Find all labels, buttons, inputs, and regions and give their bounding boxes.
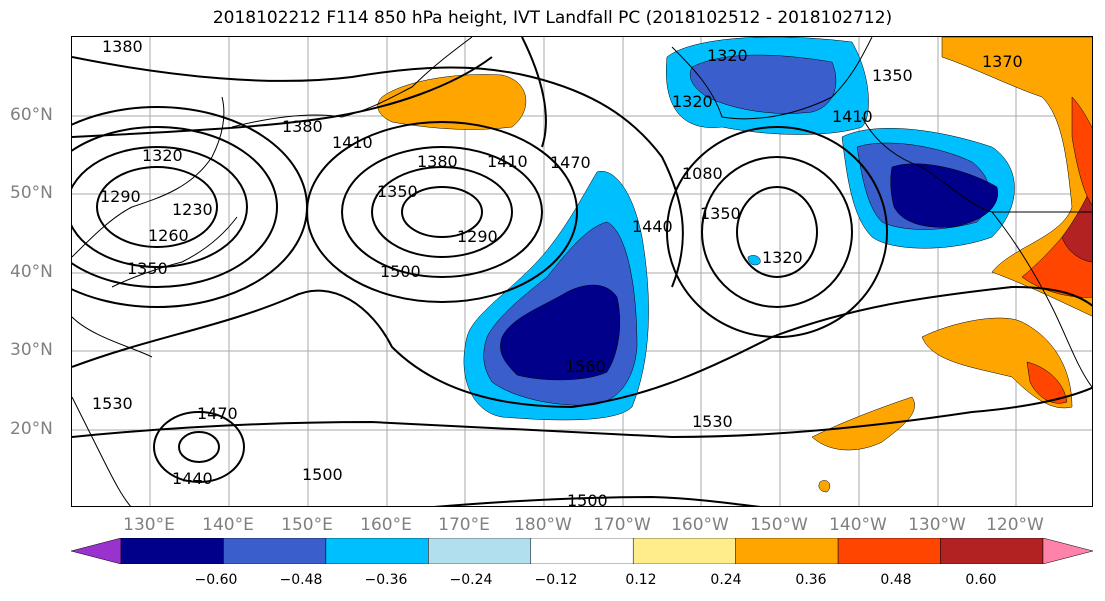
contour-label: 1410 [487, 152, 528, 171]
height-contours [72, 37, 1092, 506]
lat-label: 60°N [10, 105, 53, 125]
lon-label: 160°W [671, 515, 729, 535]
colorbar-segment [325, 538, 429, 564]
graticule [72, 37, 1092, 506]
lon-label: 150°W [750, 515, 808, 535]
contour-label: 1470 [550, 153, 591, 172]
contour-label: 1410 [832, 107, 873, 126]
contour-label: 1440 [172, 469, 213, 488]
lat-label: 30°N [10, 340, 53, 360]
lon-label: 130°W [908, 515, 966, 535]
colorbar-tick: −0.60 [194, 572, 238, 588]
coastlines [72, 37, 1092, 506]
colorbar-segments [71, 538, 1093, 564]
contour-label: 1350 [872, 66, 913, 85]
contour-label: 1230 [172, 200, 213, 219]
contour-label: 1320 [707, 46, 748, 65]
colorbar-tick: −0.24 [449, 572, 493, 588]
contour-label: 1350 [127, 259, 168, 278]
colorbar-tick: 0.24 [710, 572, 742, 588]
map-panel: 1380 1320 1290 1230 1260 1350 1380 1410 … [71, 36, 1093, 507]
colorbar-tick: −0.12 [534, 572, 578, 588]
lon-label: 140°E [202, 515, 254, 535]
contour-label: 1350 [377, 182, 418, 201]
colorbar-segment [120, 538, 224, 564]
contour-label: 1410 [332, 133, 373, 152]
map-canvas: 1380 1320 1290 1230 1260 1350 1380 1410 … [72, 37, 1092, 507]
contour-label: 1320 [762, 248, 803, 267]
colorbar-tick: 0.36 [795, 572, 827, 588]
colorbar-segment [530, 538, 634, 564]
contour-label: 1380 [417, 152, 458, 171]
contour-label: 1320 [672, 92, 713, 111]
contour-label: 1440 [632, 217, 673, 236]
colorbar-extend-high [1042, 538, 1093, 564]
colorbar [71, 538, 1093, 564]
contour-label: 1080 [682, 164, 723, 183]
colorbar-segment [632, 538, 736, 564]
contour-label: 1470 [197, 404, 238, 423]
contour-label: 1530 [692, 412, 733, 431]
contour-label: 1320 [142, 146, 183, 165]
colorbar-tick: 0.60 [965, 572, 997, 588]
lon-label: 120°W [986, 515, 1044, 535]
lon-label: 160°E [360, 515, 412, 535]
contour-label: 1380 [282, 117, 323, 136]
colorbar-tick: −0.48 [279, 572, 323, 588]
colorbar-segment [428, 538, 532, 564]
colorbar-segment [223, 538, 327, 564]
lat-label: 40°N [10, 262, 53, 282]
map-title: 2018102212 F114 850 hPa height, IVT Land… [212, 8, 893, 28]
contour-label: 1500 [567, 491, 608, 507]
contour-label: 1290 [457, 227, 498, 246]
lon-label: 130°E [123, 515, 175, 535]
lon-label: 170°W [593, 515, 651, 535]
colorbar-segment [940, 538, 1044, 564]
ivt-negative-shading [463, 37, 1015, 421]
colorbar-segment [837, 538, 941, 564]
contour-label: 1260 [148, 226, 189, 245]
contour-label: 1290 [100, 187, 141, 206]
contour-label: 1500 [380, 262, 421, 281]
contour-label: 1380 [102, 37, 143, 56]
lat-label: 50°N [10, 183, 53, 203]
colorbar-segment [735, 538, 839, 564]
colorbar-tick: −0.36 [364, 572, 408, 588]
lon-label: 180°W [514, 515, 572, 535]
contour-label: 1350 [700, 204, 741, 223]
lon-label: 150°E [281, 515, 333, 535]
lon-label: 170°E [438, 515, 490, 535]
contour-labels: 1380 1320 1290 1230 1260 1350 1380 1410 … [92, 37, 1023, 507]
contour-label: 1500 [302, 465, 343, 484]
lat-label: 20°N [10, 419, 53, 439]
colorbar-tick: 0.48 [880, 572, 912, 588]
lon-label: 140°W [829, 515, 887, 535]
colorbar-tick: 0.12 [625, 572, 657, 588]
contour-label: 1530 [92, 394, 133, 413]
contour-label: 1560 [565, 357, 606, 376]
colorbar-extend-low [71, 538, 122, 564]
contour-label: 1370 [982, 52, 1023, 71]
